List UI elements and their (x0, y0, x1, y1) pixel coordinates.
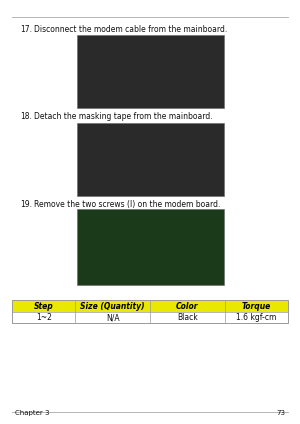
Bar (76, 123, 224, 196)
Text: Detach the masking tape from the mainboard.: Detach the masking tape from the mainboa… (34, 112, 213, 121)
Text: Black: Black (177, 313, 198, 322)
Text: Disconnect the modem cable from the mainboard.: Disconnect the modem cable from the main… (34, 25, 228, 33)
Text: Color: Color (176, 301, 199, 311)
Bar (12, 300, 288, 323)
Text: 73: 73 (276, 410, 285, 416)
Text: Step: Step (34, 301, 54, 311)
Text: 17.: 17. (20, 25, 32, 33)
Bar (76, 35, 224, 108)
Text: Size (Quantity): Size (Quantity) (80, 301, 145, 311)
Text: N/A: N/A (106, 313, 120, 322)
Bar (12, 312, 288, 323)
Bar (12, 300, 288, 312)
Text: 19.: 19. (20, 200, 32, 209)
Text: 18.: 18. (20, 112, 32, 121)
Text: Chapter 3: Chapter 3 (15, 410, 50, 416)
Text: Torque: Torque (242, 301, 271, 311)
Bar (76, 209, 224, 285)
Text: Remove the two screws (I) on the modem board.: Remove the two screws (I) on the modem b… (34, 200, 221, 209)
Text: 1~2: 1~2 (36, 313, 52, 322)
Text: 1.6 kgf-cm: 1.6 kgf-cm (236, 313, 276, 322)
